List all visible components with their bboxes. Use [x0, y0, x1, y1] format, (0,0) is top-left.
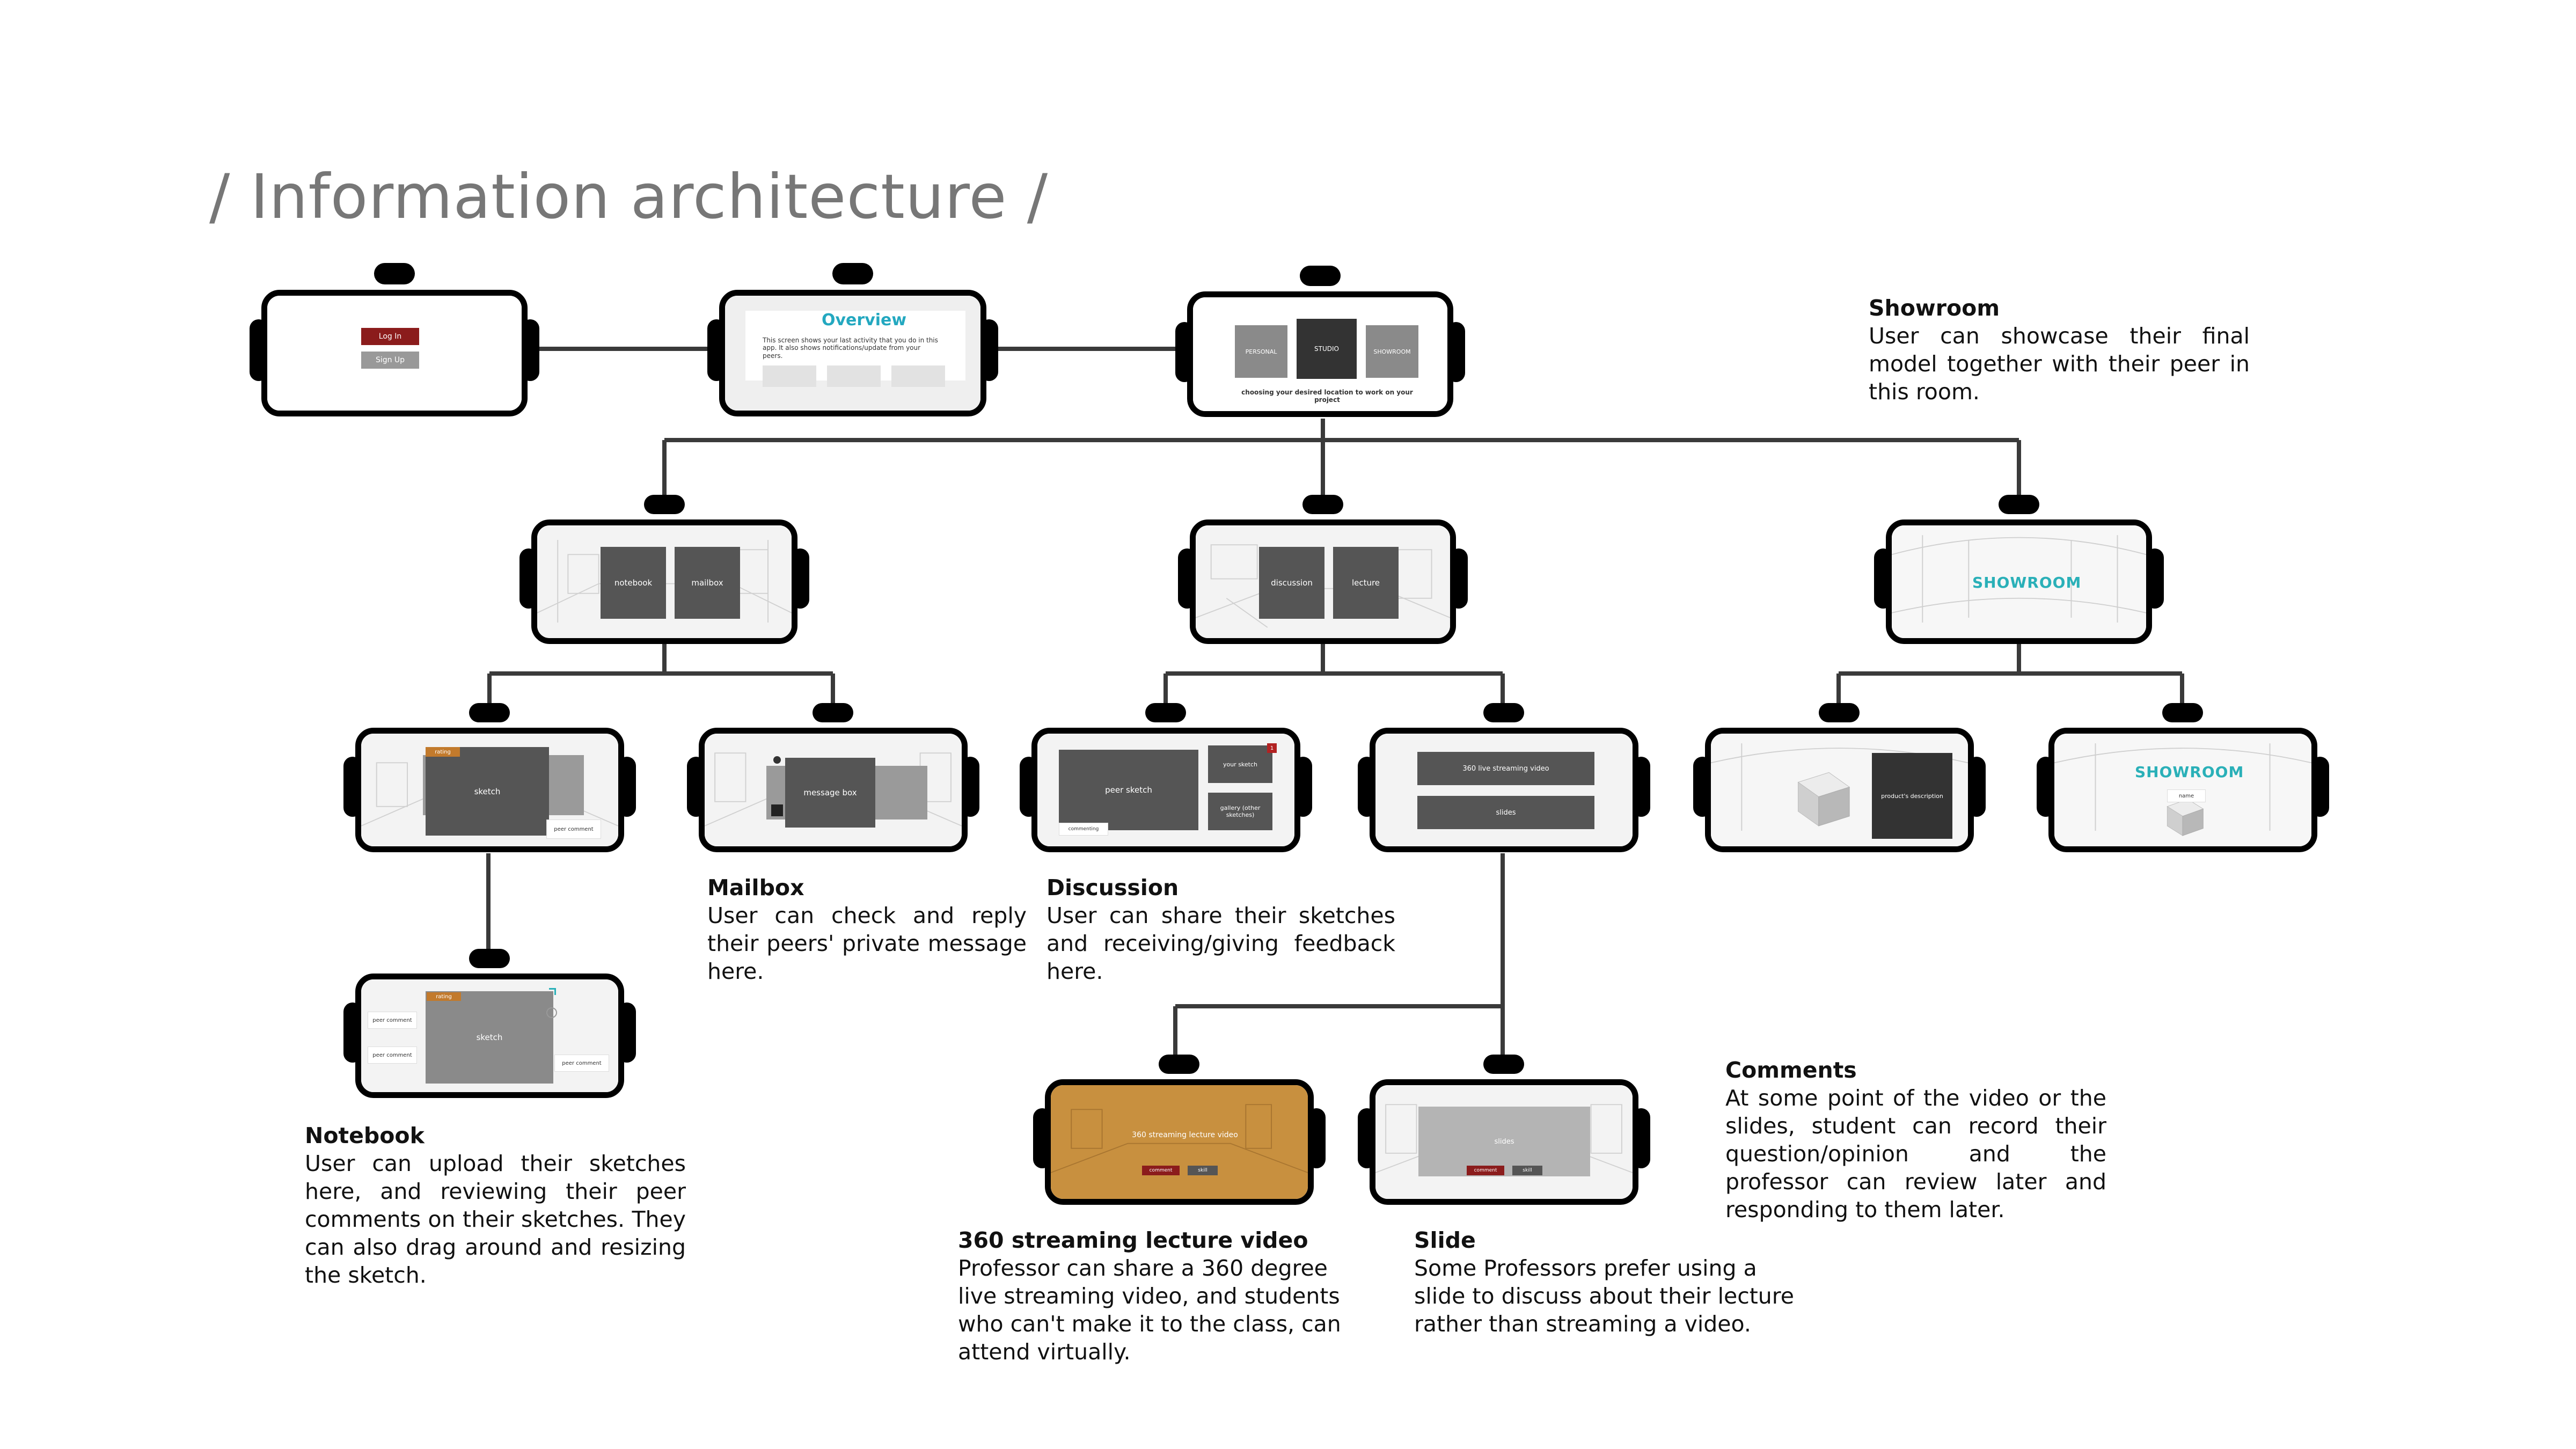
notebook-rating-tag: rating — [427, 992, 461, 1001]
hmd-notebook-detail: sketch rating peer comment peer comment … — [343, 949, 636, 1102]
note-discussion-heading: Discussion — [1046, 875, 1179, 901]
location-caption: choosing your desired location to work o… — [1241, 389, 1413, 404]
note-slide-heading: Slide — [1414, 1227, 1476, 1253]
note-showroom-heading: Showroom — [1869, 295, 2000, 321]
note-comments-body: At some point of the video or the slides… — [1725, 1085, 2106, 1223]
peer-sketch-panel[interactable]: peer sketch — [1059, 750, 1198, 830]
note-showroom-body: User can showcase their final model toge… — [1869, 323, 2250, 405]
notebook-sketch-panel[interactable]: sketch — [426, 991, 553, 1084]
login-button[interactable]: Log In — [361, 328, 419, 345]
hmd-showroom-detail: SHOWROOM name — [2037, 703, 2329, 856]
note-mailbox: Mailbox User can check and reply their p… — [707, 874, 1027, 985]
note-comments: Comments At some point of the video or t… — [1725, 1056, 2106, 1224]
signup-button[interactable]: Sign Up — [361, 352, 419, 369]
note-video: 360 streaming lecture video Professor ca… — [958, 1226, 1344, 1366]
video-comment-button[interactable]: comment — [1142, 1166, 1180, 1175]
note-slide: Slide Some Professors prefer using a sli… — [1414, 1226, 1795, 1338]
note-discussion-body: User can share their sketches and receiv… — [1046, 903, 1395, 984]
peer-comment-left-2[interactable]: peer comment — [368, 1046, 417, 1064]
note-notebook-heading: Notebook — [305, 1123, 425, 1148]
hmd-product: product's description — [1693, 703, 1986, 856]
user-icon — [773, 756, 781, 764]
message-box[interactable]: message box — [785, 758, 875, 828]
tile-lecture[interactable]: lecture — [1333, 547, 1399, 619]
sketch-peer-comment[interactable]: peer comment — [546, 819, 601, 839]
slides-skill-button[interactable]: skill — [1512, 1166, 1542, 1175]
note-video-body: Professor can share a 360 degree live st… — [958, 1255, 1341, 1365]
page-title: / Information architecture / — [209, 161, 1049, 232]
note-mailbox-heading: Mailbox — [707, 875, 804, 901]
note-comments-heading: Comments — [1725, 1057, 1857, 1083]
overview-body: This screen shows your last activity tha… — [763, 336, 938, 360]
video-skill-button[interactable]: skill — [1188, 1166, 1218, 1175]
sender-icon — [771, 804, 783, 816]
name-tag: name — [2167, 789, 2206, 802]
peer-comment-left-1[interactable]: peer comment — [368, 1012, 417, 1029]
note-mailbox-body: User can check and reply their peers' pr… — [707, 903, 1027, 984]
hmd-studio: discussion lecture — [1178, 495, 1468, 648]
note-notebook: Notebook User can upload their sketches … — [305, 1122, 686, 1289]
gallery-panel[interactable]: gallery (other sketches) — [1208, 793, 1272, 830]
overview-heading: Overview — [822, 311, 907, 330]
note-video-heading: 360 streaming lecture video — [958, 1227, 1308, 1253]
hmd-sketch: sketch rating peer comment — [343, 703, 636, 856]
hmd-location: PERSONAL STUDIO SHOWROOM choosing your d… — [1175, 266, 1465, 421]
location-tile-studio[interactable]: STUDIO — [1297, 319, 1357, 379]
hmd-login: Log In Sign Up — [250, 263, 539, 424]
tile-mailbox[interactable]: mailbox — [675, 547, 740, 619]
hmd-discussion: peer sketch commenting your sketch 1 gal… — [1020, 703, 1312, 856]
slides-comment-button[interactable]: comment — [1467, 1166, 1504, 1175]
hmd-mailbox: message box — [687, 703, 979, 856]
video-title: 360 streaming lecture video — [1132, 1131, 1238, 1139]
hmd-personal: notebook mailbox — [519, 495, 809, 648]
notification-badge: 1 — [1267, 743, 1277, 753]
your-sketch-panel[interactable]: your sketch — [1208, 745, 1272, 783]
note-discussion: Discussion User can share their sketches… — [1046, 874, 1395, 985]
hmd-overview: Overview This screen shows your last act… — [707, 263, 998, 424]
tile-notebook[interactable]: notebook — [601, 547, 666, 619]
slides-panel[interactable]: slides — [1418, 1107, 1590, 1176]
hmd-slides: slides comment skill — [1358, 1055, 1650, 1209]
sketch-rating-tag: rating — [426, 747, 460, 757]
tile-slides[interactable]: slides — [1417, 796, 1594, 829]
product-description-panel[interactable]: product's description — [1872, 753, 1952, 839]
tile-discussion[interactable]: discussion — [1259, 547, 1324, 619]
note-notebook-body: User can upload their sketches here, and… — [305, 1151, 686, 1288]
cube-model — [1797, 772, 1850, 826]
hmd-360-video: 360 streaming lecture video comment skil… — [1033, 1055, 1326, 1209]
hmd-showroom: SHOWROOM — [1874, 495, 2164, 648]
showroom-label: SHOWROOM — [1972, 574, 2082, 591]
location-tile-personal[interactable]: PERSONAL — [1235, 325, 1287, 378]
peer-comment-right[interactable]: peer comment — [554, 1055, 609, 1072]
resize-handle-icon[interactable] — [549, 988, 556, 995]
sketch-panel[interactable]: sketch — [426, 747, 549, 836]
note-showroom: Showroom User can showcase their final m… — [1869, 294, 2250, 406]
drag-handle-icon[interactable] — [546, 1007, 557, 1018]
commenting-bar[interactable]: commenting — [1059, 823, 1108, 836]
note-slide-body: Some Professors prefer using a slide to … — [1414, 1255, 1794, 1337]
location-tile-showroom[interactable]: SHOWROOM — [1366, 325, 1418, 378]
showroom-detail-label: SHOWROOM — [2135, 763, 2244, 781]
hmd-lecture: 360 live streaming video slides — [1358, 703, 1650, 856]
tile-360-live-streaming[interactable]: 360 live streaming video — [1417, 752, 1594, 785]
